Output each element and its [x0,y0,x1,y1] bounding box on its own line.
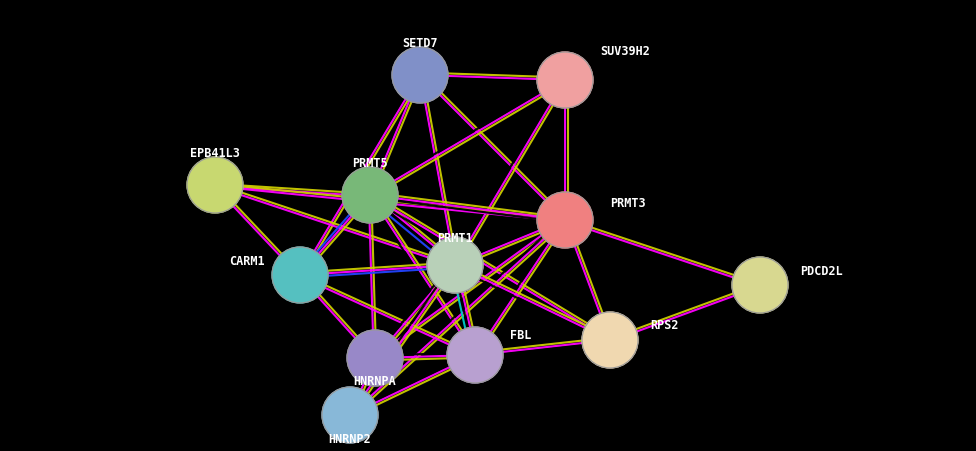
Text: RPS2: RPS2 [650,319,678,332]
Circle shape [732,257,788,313]
Circle shape [447,327,503,383]
Circle shape [427,237,483,293]
Text: PRMT5: PRMT5 [352,157,387,170]
Text: PRMT1: PRMT1 [437,232,472,245]
Circle shape [537,192,593,248]
Circle shape [322,387,378,443]
Text: EPB41L3: EPB41L3 [190,147,240,160]
Text: PDCD2L: PDCD2L [800,265,842,278]
Text: HNRNPA: HNRNPA [353,375,396,388]
Text: PRMT3: PRMT3 [610,197,646,210]
Circle shape [582,312,638,368]
Circle shape [272,247,328,303]
Circle shape [392,47,448,103]
Circle shape [342,167,398,223]
Text: HNRNP2: HNRNP2 [329,433,372,446]
Text: SETD7: SETD7 [402,37,438,50]
Text: FBL: FBL [510,329,531,342]
Circle shape [537,52,593,108]
Text: CARM1: CARM1 [229,255,265,268]
Text: SUV39H2: SUV39H2 [600,45,650,58]
Circle shape [187,157,243,213]
Circle shape [347,330,403,386]
